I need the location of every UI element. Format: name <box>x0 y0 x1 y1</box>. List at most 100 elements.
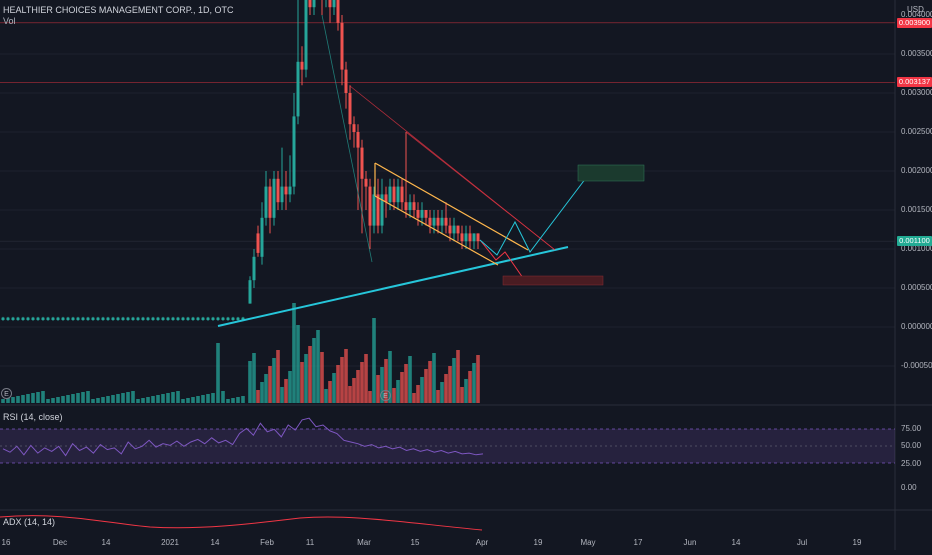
trendline-fast <box>321 14 373 263</box>
volume-bar <box>412 393 416 403</box>
volume-bar <box>66 395 70 403</box>
volume-bar <box>420 377 424 403</box>
volume-bar <box>31 393 35 403</box>
candle-body <box>364 178 368 187</box>
channel-top <box>374 162 529 251</box>
time-tick: Mar <box>357 538 371 547</box>
volume-bar <box>171 392 175 403</box>
volume-bar <box>101 397 105 403</box>
time-tick: 11 <box>305 538 315 547</box>
candle-body <box>312 0 316 8</box>
candle-body <box>51 317 55 320</box>
volume-bar <box>236 397 240 403</box>
candle-body <box>260 217 264 257</box>
candle-body <box>186 317 190 320</box>
volume-bar <box>408 356 412 403</box>
candle-body <box>348 93 352 125</box>
candle-body <box>151 317 155 320</box>
candle-body <box>211 317 215 320</box>
volume-bar <box>464 379 468 403</box>
volume-bar <box>472 363 476 403</box>
volume-bar <box>280 387 284 403</box>
rsi-tick: 75.00 <box>901 424 922 433</box>
stop-box <box>502 275 604 286</box>
volume-bar <box>161 394 165 403</box>
time-tick: 14 <box>210 538 220 547</box>
volume-bar <box>324 389 328 403</box>
earnings-badge-2[interactable]: E <box>380 390 391 401</box>
candle-body <box>400 186 404 203</box>
candle-body <box>56 317 60 320</box>
candle-body <box>26 317 30 320</box>
currency-label: USD <box>907 5 924 14</box>
volume-bar <box>81 392 85 403</box>
candle-body <box>191 317 195 320</box>
volume-bar <box>356 370 360 403</box>
candle-body <box>1 317 5 320</box>
volume-bar <box>368 391 372 403</box>
candle-body <box>11 317 15 320</box>
target-box <box>577 164 645 182</box>
candle-body <box>264 186 268 218</box>
volume-bar <box>264 374 268 403</box>
time-tick: Jun <box>683 538 697 547</box>
candle-body <box>288 186 292 195</box>
volume-bar <box>116 394 120 403</box>
price-tick: 0.002500 <box>901 127 932 136</box>
volume-bar <box>428 361 432 403</box>
time-tick: Apr <box>475 538 489 547</box>
volume-bar <box>111 395 115 403</box>
price-tag: 0.001100 <box>897 236 932 247</box>
volume-legend[interactable]: Vol <box>3 16 16 26</box>
candle-body <box>448 225 452 234</box>
rsi-legend[interactable]: RSI (14, close) <box>3 412 63 422</box>
candle-body <box>392 186 396 203</box>
volume-bar <box>6 398 10 403</box>
volume-bar <box>396 380 400 403</box>
candle-body <box>156 317 160 320</box>
candle-body <box>440 217 444 226</box>
projection-up <box>479 169 593 256</box>
candle-body <box>388 186 392 203</box>
symbol-title[interactable]: HEALTHIER CHOICES MANAGEMENT CORP., 1D, … <box>3 5 234 15</box>
time-tick: 19 <box>533 538 543 547</box>
time-tick: 2021 <box>161 538 179 547</box>
volume-bar <box>131 391 135 403</box>
candle-body <box>161 317 165 320</box>
volume-bar <box>444 374 448 403</box>
volume-bar <box>96 398 100 403</box>
trendline-support <box>217 246 569 327</box>
candle-body <box>101 317 105 320</box>
volume-bar <box>372 318 376 403</box>
volume-bar <box>288 371 292 403</box>
candle-body <box>336 0 340 23</box>
volume-bar <box>404 364 408 403</box>
candle-body <box>344 69 348 93</box>
candle-body <box>136 317 140 320</box>
volume-bar <box>36 392 40 403</box>
adx-legend[interactable]: ADX (14, 14) <box>3 517 56 527</box>
volume-bar <box>476 355 480 403</box>
candle-body <box>96 317 100 320</box>
volume-bar <box>231 398 235 403</box>
candle-body <box>380 194 384 226</box>
candle-body <box>468 233 472 242</box>
price-tick: 0.000500 <box>901 283 932 292</box>
volume-bar <box>424 369 428 403</box>
candle-body <box>416 210 420 218</box>
candle-body <box>308 0 312 8</box>
earnings-badge-1[interactable]: E <box>1 388 12 399</box>
candle-body <box>352 124 356 132</box>
rsi-tick: 25.00 <box>901 459 922 468</box>
volume-bar <box>121 393 125 403</box>
candle-body <box>241 317 245 320</box>
volume-bar <box>91 399 95 403</box>
price-tick: 0.003500 <box>901 49 932 58</box>
candle-body <box>472 233 476 242</box>
price-tag: 0.003900 <box>897 17 932 28</box>
volume-bar <box>376 375 380 403</box>
volume-bar <box>448 366 452 403</box>
rsi-tick: 50.00 <box>901 441 922 450</box>
